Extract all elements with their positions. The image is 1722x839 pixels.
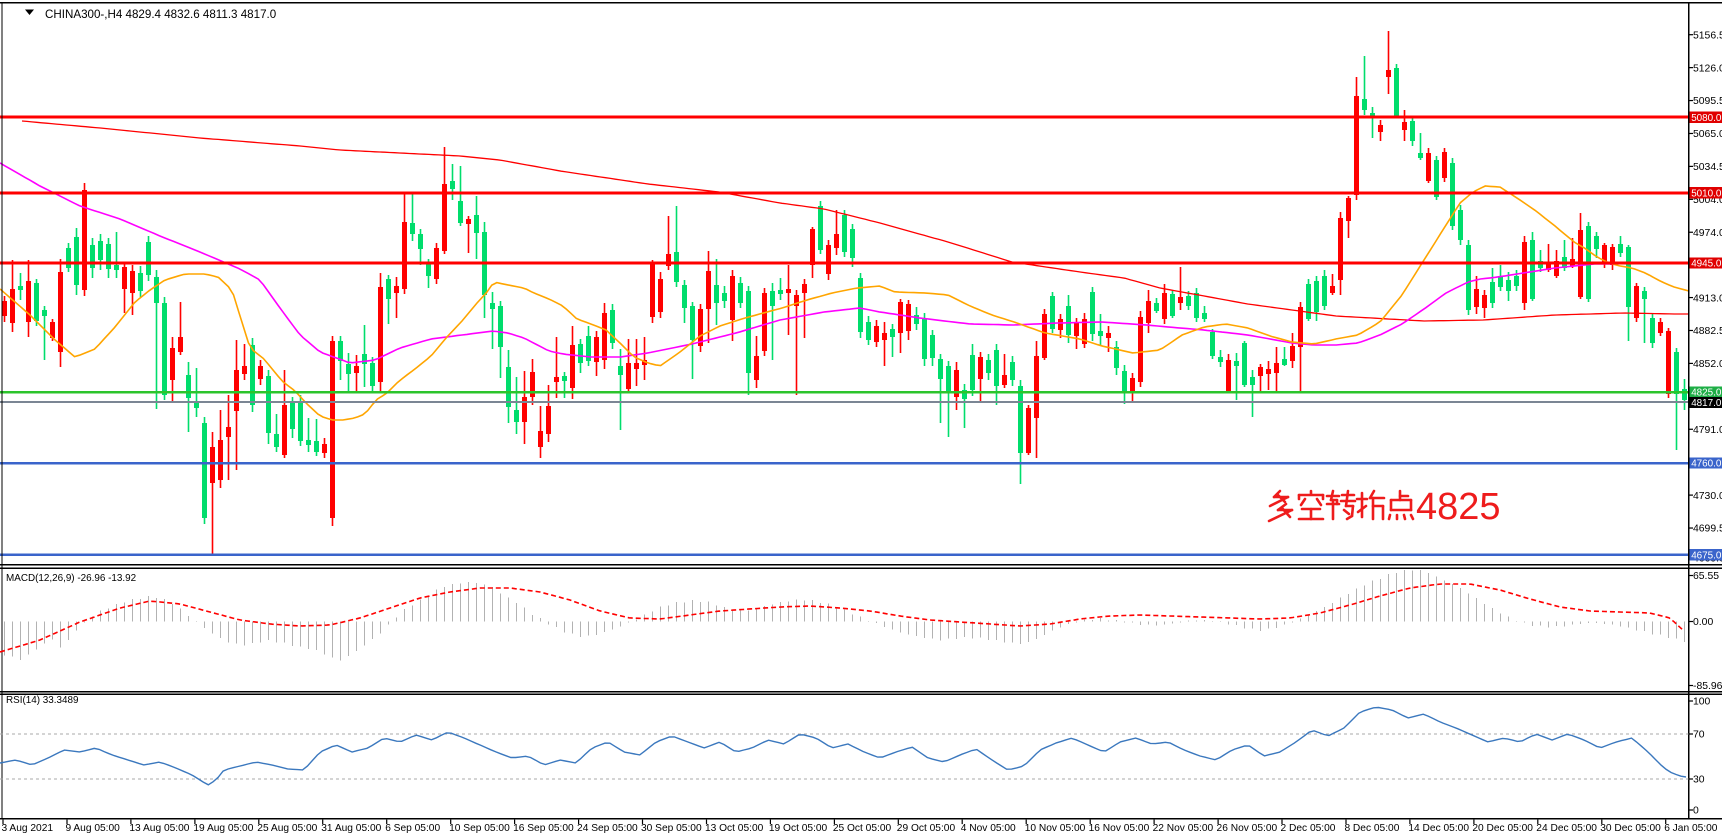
svg-text:10 Nov 05:00: 10 Nov 05:00 [1025, 823, 1086, 834]
svg-text:5156.5: 5156.5 [1693, 30, 1722, 41]
svg-text:6 Jan 05:00: 6 Jan 05:00 [1664, 823, 1718, 834]
svg-text:CHINA300-,H4 4829.4 4832.6 48: CHINA300-,H4 4829.4 4832.6 4811.3 4817.0 [45, 8, 276, 21]
svg-text:4825: 4825 [1416, 486, 1501, 528]
svg-text:5080.0: 5080.0 [1691, 113, 1722, 124]
svg-text:19 Aug 05:00: 19 Aug 05:00 [193, 823, 253, 834]
svg-text:MACD(12,26,9) -26.96 -13.92: MACD(12,26,9) -26.96 -13.92 [6, 573, 136, 584]
svg-text:5065.0: 5065.0 [1693, 129, 1722, 140]
svg-text:4913.0: 4913.0 [1693, 293, 1722, 304]
svg-text:19 Oct 05:00: 19 Oct 05:00 [769, 823, 828, 834]
svg-text:4817.0: 4817.0 [1691, 398, 1722, 409]
svg-text:4825.0: 4825.0 [1691, 388, 1722, 399]
svg-text:4852.0: 4852.0 [1693, 359, 1722, 370]
svg-text:30 Sep 05:00: 30 Sep 05:00 [641, 823, 702, 834]
svg-text:5010.0: 5010.0 [1691, 189, 1722, 200]
svg-text:4945.0: 4945.0 [1691, 259, 1722, 270]
svg-text:8 Dec 05:00: 8 Dec 05:00 [1344, 823, 1399, 834]
svg-text:70: 70 [1693, 730, 1705, 741]
svg-text:3 Aug 2021: 3 Aug 2021 [2, 823, 54, 834]
svg-text:25 Oct 05:00: 25 Oct 05:00 [833, 823, 892, 834]
svg-text:16 Nov 05:00: 16 Nov 05:00 [1089, 823, 1150, 834]
svg-text:10 Sep 05:00: 10 Sep 05:00 [449, 823, 510, 834]
svg-text:20 Dec 05:00: 20 Dec 05:00 [1472, 823, 1533, 834]
svg-text:4730.0: 4730.0 [1693, 491, 1722, 502]
svg-text:4 Nov 05:00: 4 Nov 05:00 [961, 823, 1016, 834]
svg-text:14 Dec 05:00: 14 Dec 05:00 [1408, 823, 1469, 834]
svg-text:25 Aug 05:00: 25 Aug 05:00 [257, 823, 317, 834]
svg-text:24 Sep 05:00: 24 Sep 05:00 [577, 823, 638, 834]
svg-text:2 Dec 05:00: 2 Dec 05:00 [1281, 823, 1336, 834]
svg-text:4760.0: 4760.0 [1691, 459, 1722, 470]
svg-text:0.00: 0.00 [1693, 617, 1713, 628]
svg-text:4675.0: 4675.0 [1691, 551, 1722, 562]
svg-text:13 Aug 05:00: 13 Aug 05:00 [129, 823, 189, 834]
svg-text:9 Aug 05:00: 9 Aug 05:00 [65, 823, 120, 834]
svg-text:13 Oct 05:00: 13 Oct 05:00 [705, 823, 764, 834]
svg-text:31 Aug 05:00: 31 Aug 05:00 [321, 823, 381, 834]
svg-text:4974.0: 4974.0 [1693, 228, 1722, 239]
svg-text:30: 30 [1693, 775, 1705, 786]
svg-text:65.55: 65.55 [1693, 571, 1719, 582]
svg-text:RSI(14) 33.3489: RSI(14) 33.3489 [6, 695, 79, 706]
svg-text:24 Dec 05:00: 24 Dec 05:00 [1536, 823, 1597, 834]
svg-text:26 Nov 05:00: 26 Nov 05:00 [1217, 823, 1278, 834]
svg-text:5095.5: 5095.5 [1693, 96, 1722, 107]
svg-text:4882.5: 4882.5 [1693, 326, 1722, 337]
svg-text:5034.5: 5034.5 [1693, 162, 1722, 173]
svg-text:16 Sep 05:00: 16 Sep 05:00 [513, 823, 574, 834]
svg-text:4699.5: 4699.5 [1693, 524, 1722, 535]
svg-text:5126.0: 5126.0 [1693, 63, 1722, 74]
svg-text:0: 0 [1693, 806, 1699, 817]
svg-text:100: 100 [1693, 697, 1711, 708]
svg-text:6 Sep 05:00: 6 Sep 05:00 [385, 823, 440, 834]
svg-text:30 Dec 05:00: 30 Dec 05:00 [1600, 823, 1661, 834]
svg-text:5004.0: 5004.0 [1693, 195, 1722, 206]
svg-text:22 Nov 05:00: 22 Nov 05:00 [1153, 823, 1214, 834]
svg-text:29 Oct 05:00: 29 Oct 05:00 [897, 823, 956, 834]
svg-text:4791.0: 4791.0 [1693, 425, 1722, 436]
svg-text:-85.96: -85.96 [1693, 681, 1722, 692]
